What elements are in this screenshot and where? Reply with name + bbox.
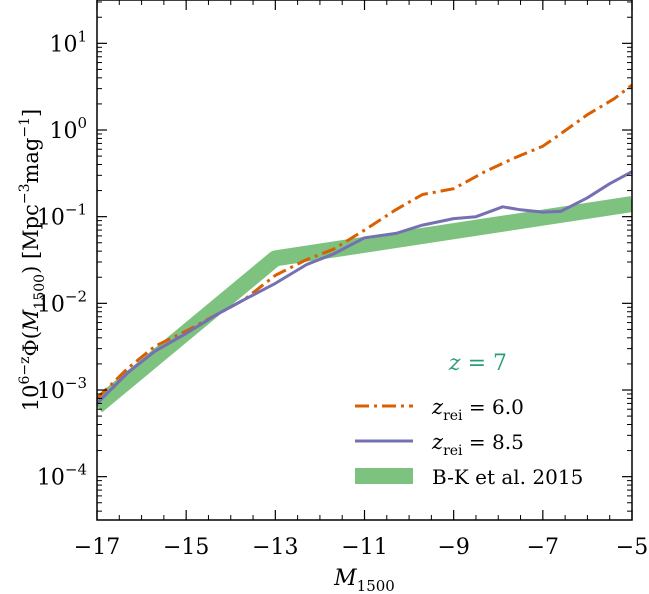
x-tick-label: −11	[341, 535, 387, 560]
legend-label-zrei-6-0: zrei = 6.0	[431, 395, 524, 424]
y-axis-title: 106−zΦ(M1500) [Mpc−3mag−1]	[17, 109, 48, 411]
y-tick-label: 10−4	[37, 461, 87, 491]
series-group	[97, 83, 632, 413]
x-tick-label: −7	[527, 535, 559, 560]
x-axis-title: M1500	[333, 566, 395, 594]
x-tick-label: −9	[437, 535, 469, 560]
series-8-5-line	[97, 170, 632, 405]
redshift-annotation: z = 7	[448, 351, 507, 376]
x-tick-label: −17	[74, 535, 120, 560]
legend-label-bk2015: B-K et al. 2015	[432, 465, 583, 489]
y-tick-label: 10−1	[37, 201, 87, 231]
x-tick-label: −5	[616, 535, 648, 560]
plot-area	[97, 83, 632, 413]
legend-label-zrei-8-5: zrei = 8.5	[431, 430, 524, 459]
x-tick-label: −13	[252, 535, 298, 560]
y-tick-label: 10−3	[37, 374, 87, 404]
y-tick-label: 101	[49, 27, 87, 57]
axes: −17 −15 −13 −11 −9 −7 −5 101 100 10−1 10−2 10−3 10−4…	[17, 0, 648, 594]
series-6-0-line	[97, 83, 632, 400]
legend: z = 7 zrei = 6.0 zrei = 8.5 B-K et al. 2015	[355, 351, 583, 489]
bk2015-band-line	[97, 196, 632, 413]
y-tick-label: 10−2	[37, 287, 87, 317]
y-tick-label: 100	[49, 114, 87, 144]
x-tick-label: −15	[163, 535, 209, 560]
